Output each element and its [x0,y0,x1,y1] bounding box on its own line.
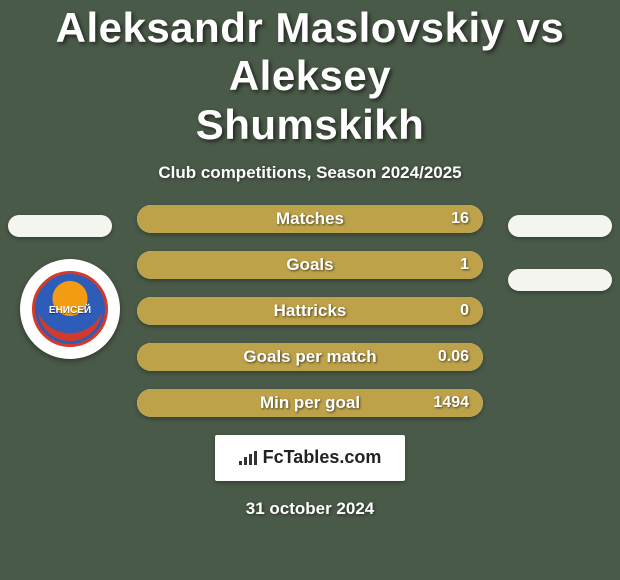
stat-value: 1 [460,251,469,279]
comparison-title: Aleksandr Maslovskiy vs Aleksey Shumskik… [0,0,620,149]
stat-value: 0 [460,297,469,325]
club-badge-text: ЕНИСЕЙ [35,305,105,316]
title-line-1: Aleksandr Maslovskiy vs Aleksey [56,4,565,99]
club-badge: ЕНИСЕЙ [20,259,120,359]
club-crest-icon: ЕНИСЕЙ [32,271,108,347]
player2-pill-1 [508,215,612,237]
source-logo-box: FcTables.com [215,435,405,481]
stat-label: Hattricks [137,297,483,325]
player2-pill-2 [508,269,612,291]
title-line-2: Shumskikh [196,101,425,148]
stat-value: 1494 [433,389,469,417]
stat-label: Min per goal [137,389,483,417]
stat-row-matches: Matches 16 [137,205,483,233]
stat-row-min-per-goal: Min per goal 1494 [137,389,483,417]
stat-label: Goals per match [137,343,483,371]
stat-value: 16 [451,205,469,233]
source-logo-text: FcTables.com [263,447,382,468]
stat-label: Matches [137,205,483,233]
stat-label: Goals [137,251,483,279]
player1-pill [8,215,112,237]
stat-row-hattricks: Hattricks 0 [137,297,483,325]
bar-chart-icon [239,451,257,465]
stat-row-goals: Goals 1 [137,251,483,279]
stat-value: 0.06 [438,343,469,371]
stat-row-goals-per-match: Goals per match 0.06 [137,343,483,371]
stat-rows: Matches 16 Goals 1 Hattricks 0 Goals per… [137,205,483,417]
stats-area: ЕНИСЕЙ Matches 16 Goals 1 Hattricks 0 Go… [0,205,620,417]
date-label: 31 october 2024 [0,499,620,519]
subtitle: Club competitions, Season 2024/2025 [0,163,620,183]
